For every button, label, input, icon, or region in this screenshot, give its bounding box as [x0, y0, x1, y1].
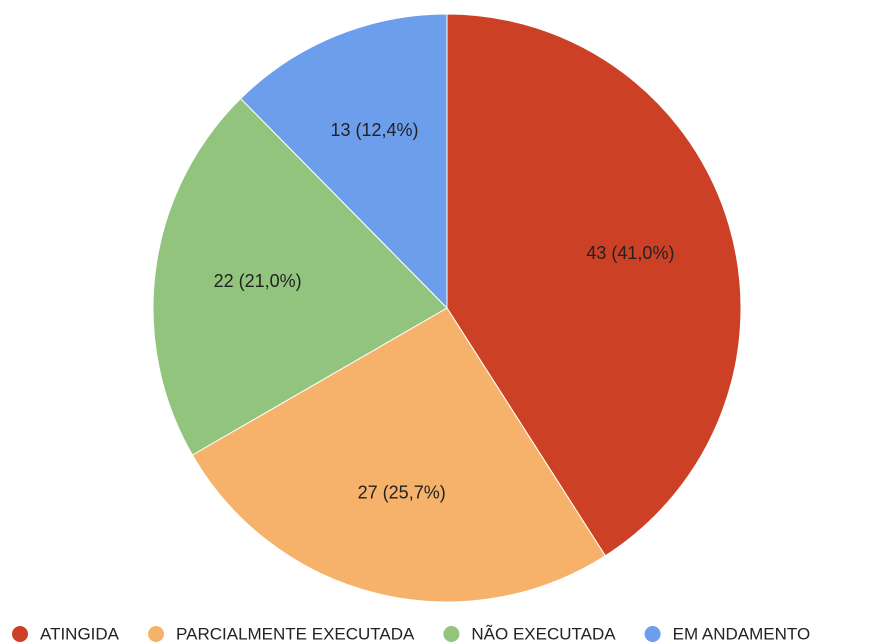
legend-label: EM ANDAMENTO	[673, 624, 811, 643]
legend-swatch	[443, 626, 460, 642]
pie-slice	[152, 97, 448, 456]
legend-label: ATINGIDA	[40, 624, 120, 643]
legend-swatch	[644, 626, 661, 642]
legend-swatch	[148, 626, 165, 642]
data-label: 22 (21,0%)	[214, 271, 302, 291]
data-label: 43 (41,0%)	[586, 243, 674, 263]
legend-label: PARCIALMENTE EXECUTADA	[176, 624, 415, 643]
legend-swatch	[12, 626, 28, 642]
data-label: 13 (12,4%)	[330, 120, 418, 140]
pie-slice	[446, 13, 742, 557]
pie-slice	[239, 13, 448, 310]
data-label: 27 (25,7%)	[358, 482, 446, 502]
pie-slice	[191, 307, 606, 603]
legend-label: NÃO EXECUTADA	[471, 624, 616, 643]
